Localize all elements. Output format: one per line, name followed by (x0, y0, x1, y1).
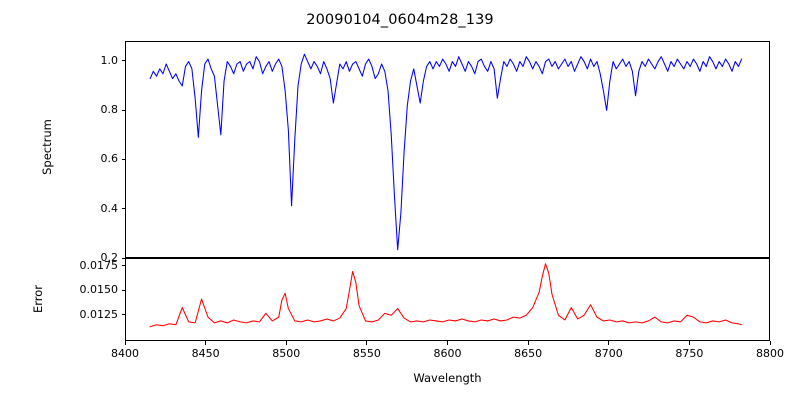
x-tick-mark (608, 341, 610, 345)
x-tick-mark (205, 341, 207, 345)
x-tick-mark (688, 341, 690, 345)
x-tick-label: 8550 (352, 347, 381, 360)
y-tick-label-error: 0.0150 (79, 283, 119, 297)
y-tick-label-spectrum: 0.2 (100, 251, 119, 264)
x-tick-label: 8500 (272, 347, 301, 360)
spectrum-panel (125, 41, 770, 258)
y-tick-label-spectrum: 1.0 (100, 53, 119, 67)
x-tick-label: 8650 (514, 347, 543, 360)
y-tick-mark-error (121, 289, 125, 291)
spectrum-plot-area (126, 42, 769, 257)
y-tick-label-spectrum: 0.6 (100, 152, 119, 166)
y-axis-label-spectrum: Spectrum (40, 119, 54, 175)
y-tick-mark-spectrum (121, 257, 125, 259)
x-tick-mark (124, 341, 126, 345)
y-tick-mark-spectrum (121, 109, 125, 111)
y-tick-mark-error (121, 265, 125, 267)
y-tick-mark-spectrum (121, 60, 125, 62)
x-axis-label: Wavelength (413, 371, 482, 385)
x-tick-label: 8450 (191, 347, 220, 360)
error-plot-area (126, 259, 769, 340)
error-panel (125, 258, 770, 341)
x-tick-mark (447, 341, 448, 345)
page-title: 20090104_0604m28_139 (306, 12, 494, 28)
y-tick-mark-spectrum (121, 158, 125, 160)
y-tick-mark-spectrum (121, 208, 125, 210)
y-tick-label-error: 0.0175 (79, 258, 119, 272)
x-tick-label: 8400 (111, 347, 139, 360)
spectrum-line (150, 54, 742, 249)
x-tick-mark (285, 341, 287, 345)
x-tick-mark (366, 341, 368, 345)
x-tick-mark (769, 341, 771, 345)
y-tick-mark-error (121, 314, 125, 316)
y-axis-label-error: Error (31, 284, 45, 314)
y-tick-label-error: 0.0125 (79, 307, 119, 321)
x-tick-label: 8700 (594, 347, 623, 360)
error-line (150, 264, 742, 327)
y-tick-label-spectrum: 0.8 (100, 103, 119, 117)
x-tick-label: 8750 (675, 347, 704, 360)
x-tick-mark (527, 341, 529, 345)
x-tick-label: 8600 (433, 347, 462, 360)
x-tick-label: 8800 (756, 347, 784, 360)
y-tick-label-spectrum: 0.4 (100, 201, 119, 215)
